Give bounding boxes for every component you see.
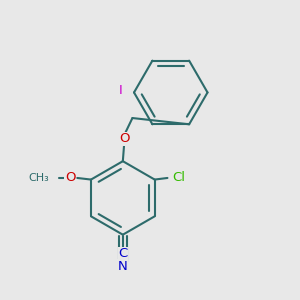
Text: O: O [65,172,76,184]
Text: CH₃: CH₃ [29,173,50,183]
Text: Cl: Cl [172,172,185,184]
Text: O: O [119,132,130,145]
Text: N: N [118,260,128,272]
Text: C: C [118,248,128,260]
Text: I: I [119,84,122,98]
